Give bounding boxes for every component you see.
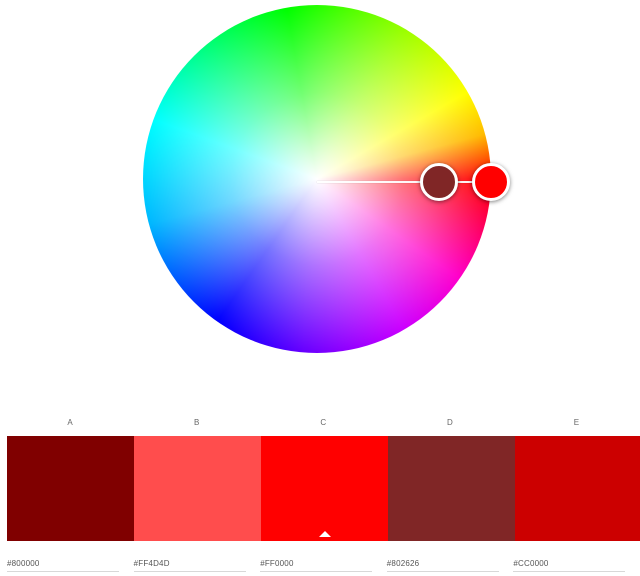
active-swatch-caret-icon (318, 531, 331, 537)
swatch-e[interactable] (515, 436, 640, 541)
color-handle-secondary[interactable] (420, 163, 458, 201)
swatch-b[interactable] (134, 436, 261, 541)
hex-value-a: #800000 (7, 559, 119, 572)
swatch-a[interactable] (7, 436, 134, 541)
swatch-label-b: B (193, 418, 200, 427)
swatch-label-e: E (573, 418, 580, 427)
wheel-connector-line (317, 181, 491, 183)
hex-value-b: #FF4D4D (133, 559, 246, 572)
swatch-labels: A B C D E (7, 418, 640, 430)
hex-value-e: #CC0000 (513, 559, 626, 572)
hex-value-d: #802626 (386, 559, 499, 572)
hex-field-d[interactable]: #802626 (386, 559, 514, 576)
swatch-row (7, 436, 640, 541)
hex-field-a[interactable]: #800000 (7, 559, 134, 576)
hex-field-b[interactable]: #FF4D4D (133, 559, 261, 576)
swatch-d[interactable] (388, 436, 515, 541)
swatch-label-d: D (446, 418, 454, 427)
swatch-label-c: C (320, 418, 327, 427)
hex-value-c: #FF0000 (260, 559, 373, 572)
swatch-label-a: A (67, 418, 74, 427)
hex-field-e[interactable]: #CC0000 (513, 559, 640, 576)
swatch-c[interactable] (261, 436, 388, 541)
hex-values: #800000 #FF4D4D #FF0000 #802626 #CC0000 (7, 559, 640, 576)
color-handle-base[interactable] (472, 163, 510, 201)
hex-field-c[interactable]: #FF0000 (260, 559, 387, 576)
